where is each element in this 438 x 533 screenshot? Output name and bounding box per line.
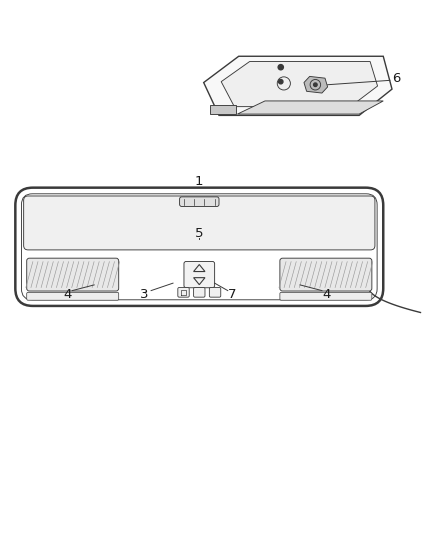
FancyBboxPatch shape — [27, 292, 119, 300]
FancyBboxPatch shape — [194, 287, 205, 297]
Text: 5: 5 — [195, 227, 204, 240]
Text: 6: 6 — [392, 71, 401, 85]
FancyBboxPatch shape — [180, 197, 219, 206]
FancyBboxPatch shape — [24, 196, 375, 250]
Polygon shape — [221, 61, 378, 107]
Text: 4: 4 — [322, 288, 331, 302]
Circle shape — [278, 64, 283, 70]
FancyBboxPatch shape — [209, 287, 221, 297]
FancyBboxPatch shape — [280, 258, 372, 291]
Text: 4: 4 — [64, 288, 72, 302]
FancyBboxPatch shape — [27, 258, 119, 291]
FancyBboxPatch shape — [280, 292, 372, 300]
Text: 3: 3 — [140, 288, 149, 302]
FancyBboxPatch shape — [184, 262, 215, 288]
Circle shape — [314, 83, 317, 86]
Polygon shape — [237, 101, 383, 114]
Text: 1: 1 — [195, 175, 204, 188]
FancyBboxPatch shape — [178, 287, 189, 297]
Polygon shape — [210, 106, 236, 114]
Polygon shape — [304, 76, 328, 93]
Text: 7: 7 — [228, 288, 237, 302]
Polygon shape — [204, 56, 392, 115]
Circle shape — [279, 79, 283, 84]
FancyBboxPatch shape — [15, 188, 383, 306]
